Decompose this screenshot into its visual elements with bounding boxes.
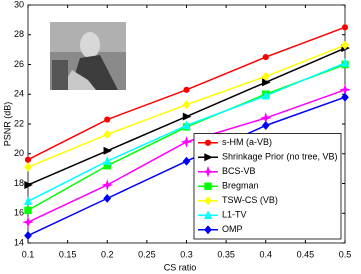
y-tick-label: 14: [14, 237, 24, 247]
x-tick-label: 0.25: [138, 249, 156, 259]
y-tick-label: 28: [14, 29, 24, 39]
x-tick-label: 0.3: [180, 249, 193, 259]
data-point: [24, 196, 32, 206]
x-tick-label: 0.15: [59, 249, 77, 259]
y-tick-label: 16: [14, 208, 24, 218]
data-point: [341, 58, 349, 67]
legend-label: s-HM (a-VB): [222, 137, 272, 147]
data-point: [182, 156, 191, 166]
legend-marker: [204, 196, 212, 206]
y-tick-label: 22: [14, 118, 24, 128]
data-point: [261, 121, 270, 130]
legend-marker: [204, 210, 212, 219]
x-tick-label: 0.4: [259, 249, 272, 259]
x-tick-label: 0.45: [297, 249, 315, 259]
data-point: [183, 86, 190, 93]
data-point: [341, 24, 349, 31]
data-point: [261, 71, 270, 81]
x-tick-label: 0.1: [22, 249, 35, 259]
legend-marker: [204, 225, 212, 235]
x-tick-label: 0.2: [101, 249, 114, 259]
inset-photo: [50, 22, 126, 90]
y-tick-label: 30: [14, 0, 24, 9]
legend-marker: [202, 165, 214, 178]
y-axis-label: PSNR (dB): [2, 102, 12, 147]
x-axis-label: CS ratio: [164, 262, 197, 272]
data-point: [182, 100, 191, 110]
data-point: [103, 146, 113, 155]
legend-label: BCS-VB: [222, 166, 256, 176]
y-tick-label: 24: [14, 89, 24, 99]
legend-label: OMP: [222, 224, 243, 234]
data-point: [24, 156, 32, 163]
data-point: [182, 120, 191, 130]
y-tick-label: 20: [14, 148, 24, 158]
data-point: [262, 78, 271, 87]
data-point: [24, 162, 32, 172]
legend-label: Bregman: [222, 181, 259, 191]
data-point: [182, 112, 192, 121]
legend-marker: [204, 182, 212, 190]
data-point: [341, 40, 349, 50]
legend-box: [193, 133, 342, 240]
legend-marker: [204, 153, 213, 162]
x-tick-label: 0.5: [339, 249, 352, 259]
legend-marker: [204, 139, 212, 146]
y-tick-label: 18: [14, 178, 24, 188]
data-point: [103, 193, 112, 203]
data-point: [104, 116, 111, 123]
data-point: [24, 206, 32, 214]
plot-frame: [27, 4, 346, 244]
data-point: [180, 135, 193, 148]
data-point: [262, 53, 269, 61]
data-point: [101, 179, 114, 191]
data-point: [22, 216, 34, 229]
data-point: [261, 90, 270, 100]
data-point: [103, 156, 112, 165]
legend-label: TSW-CS (VB): [222, 195, 278, 205]
data-point: [24, 181, 33, 189]
x-tick-label: 0.35: [217, 249, 235, 259]
legend: s-HM (a-VB) Shrinkage Prior (no tree, VB)…: [193, 133, 342, 240]
data-point: [103, 129, 112, 139]
data-point: [341, 92, 349, 102]
legend-label: Shrinkage Prior (no tree, VB): [222, 152, 338, 162]
y-tick-label: 26: [14, 59, 24, 69]
data-point: [24, 231, 32, 241]
legend-label: L1-TV: [222, 210, 247, 220]
